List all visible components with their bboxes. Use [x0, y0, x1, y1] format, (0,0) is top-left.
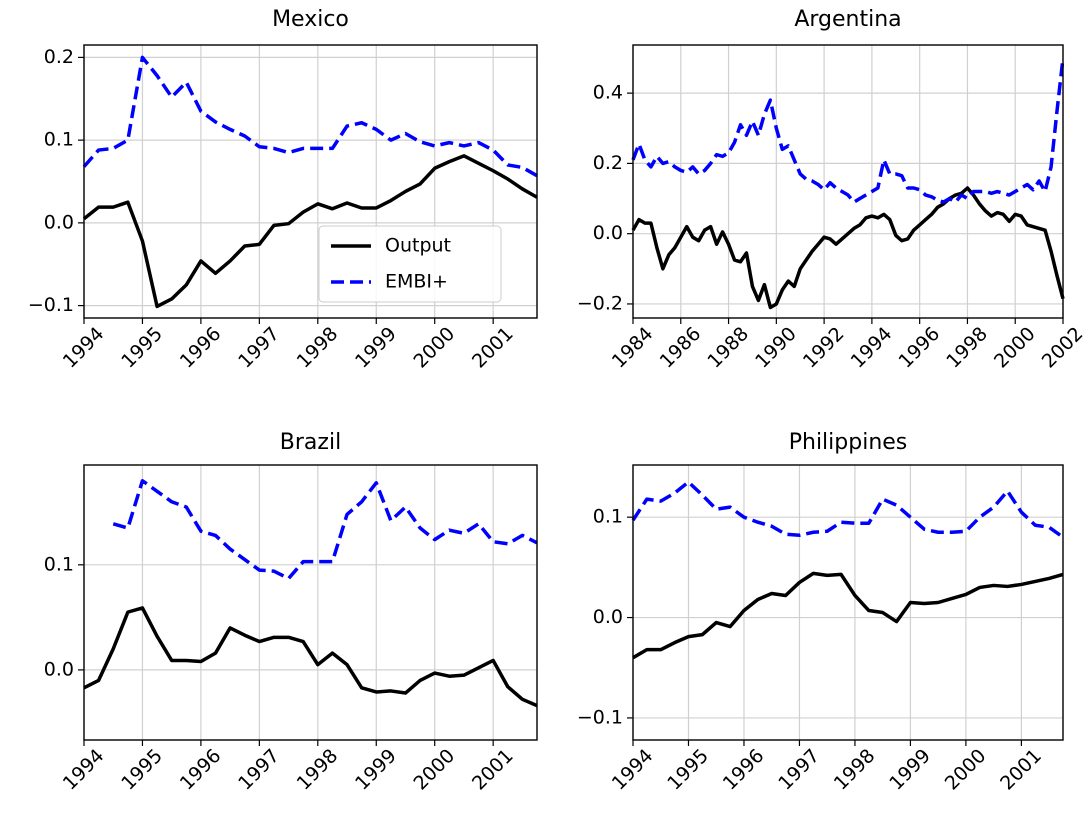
- panel: Mexico −0.1 0.0 0.1 0.2 1994 1995 1996 1997 1998 1…: [28, 7, 538, 373]
- series-line: [631, 480, 1065, 539]
- legend-label: EMBI+: [385, 271, 448, 293]
- legend: Output EMBI+: [318, 225, 502, 303]
- plot-frame: [632, 44, 1064, 319]
- series-line: [632, 571, 1064, 660]
- x-tick-label: 1998: [293, 745, 343, 795]
- x-tick-label: 1995: [117, 323, 167, 373]
- series-line: [631, 57, 1065, 204]
- panel-title: Philippines: [789, 430, 908, 455]
- x-tick-label: 1994: [59, 745, 109, 795]
- y-tick-label: 0.1: [593, 506, 623, 528]
- y-tick-label: 0.2: [44, 46, 74, 68]
- x-tick-label: 1997: [234, 745, 284, 795]
- y-tick-label: 0.0: [593, 606, 623, 628]
- x-tick-label: 1995: [117, 745, 167, 795]
- x-tick-label: 1984: [608, 323, 658, 373]
- y-tick-label: 0.0: [593, 222, 623, 244]
- x-tick-label: 1997: [774, 745, 824, 795]
- x-tick-label: 2000: [409, 745, 459, 795]
- x-tick-label: 1998: [942, 323, 992, 373]
- x-tick-label: 1995: [663, 745, 713, 795]
- x-tick-label: 1996: [719, 745, 769, 795]
- x-tick-label: 1994: [608, 745, 658, 795]
- legend-label: Output: [385, 235, 451, 257]
- x-tick-label: 2001: [996, 745, 1046, 795]
- x-tick-label: 2000: [990, 323, 1040, 373]
- x-tick-label: 1999: [885, 745, 935, 795]
- y-tick-label: 0.1: [44, 129, 74, 151]
- x-tick-label: 1992: [799, 323, 849, 373]
- series-line: [82, 55, 538, 178]
- x-tick-label: 1998: [830, 745, 880, 795]
- x-tick-label: 1990: [751, 323, 801, 373]
- x-tick-label: 1996: [894, 323, 944, 373]
- x-tick-label: 1996: [176, 745, 226, 795]
- panel-title: Argentina: [794, 7, 901, 32]
- y-tick-label: 0.4: [593, 82, 623, 104]
- y-tick-label: −0.2: [577, 292, 623, 314]
- y-tick-label: 0.2: [593, 152, 623, 174]
- plot-frame: [83, 464, 538, 741]
- x-tick-label: 1994: [847, 323, 897, 373]
- x-tick-label: 2001: [468, 323, 518, 373]
- plot-frame: [83, 44, 538, 319]
- series-line: [82, 154, 538, 309]
- series-line: [83, 606, 538, 708]
- x-tick-label: 1998: [293, 323, 343, 373]
- panel-title: Brazil: [280, 430, 341, 455]
- x-tick-label: 1994: [59, 323, 109, 373]
- y-tick-label: 0.1: [44, 553, 74, 575]
- y-tick-label: −0.1: [28, 294, 74, 316]
- x-tick-label: 2001: [468, 745, 518, 795]
- x-tick-label: 1988: [703, 323, 753, 373]
- panel-title: Mexico: [272, 7, 349, 32]
- panel: Argentina−0.20.00.20.4198419861988199019…: [577, 7, 1088, 373]
- y-tick-label: −0.1: [577, 706, 623, 728]
- x-tick-label: 2000: [941, 745, 991, 795]
- x-tick-label: 1997: [234, 323, 284, 373]
- x-tick-label: 2002: [1038, 323, 1088, 373]
- y-tick-label: 0.0: [44, 658, 74, 680]
- series-line: [112, 479, 538, 581]
- series-line: [631, 186, 1065, 310]
- x-tick-label: 1999: [351, 745, 401, 795]
- x-tick-label: 1986: [656, 323, 706, 373]
- x-tick-label: 1999: [351, 323, 401, 373]
- y-tick-label: 0.0: [44, 211, 74, 233]
- x-tick-label: 2000: [409, 323, 459, 373]
- x-tick-label: 1996: [176, 323, 226, 373]
- panel: Brazil 0.0 0.1 1994 1995 1996 1997 1998 1999 2000…: [44, 430, 538, 795]
- plot-frame: [632, 464, 1064, 741]
